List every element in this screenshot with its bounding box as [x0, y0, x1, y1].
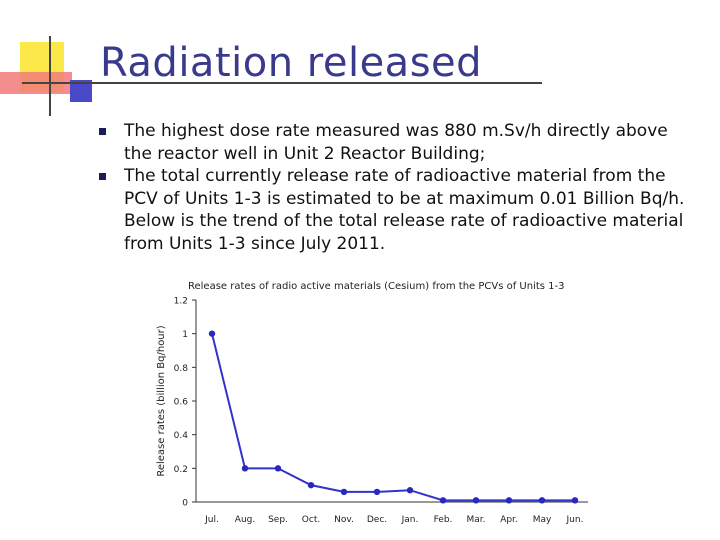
- title-underline: [22, 82, 542, 84]
- data-point: [439, 497, 447, 504]
- bullet-text: The highest dose rate measured was 880 m…: [124, 121, 668, 164]
- data-point: [538, 497, 546, 504]
- bullet-item: The total currently release rate of radi…: [96, 165, 696, 255]
- square-bullet-icon: [99, 128, 106, 135]
- x-tick-label: Sep.: [268, 515, 288, 525]
- data-point: [274, 465, 282, 472]
- title-decoration-vertical-line: [49, 36, 51, 116]
- data-point: [571, 497, 579, 504]
- y-tick-label: 0: [182, 499, 188, 509]
- chart-title: Release rates of radio active materials …: [188, 281, 565, 292]
- data-point: [208, 330, 216, 337]
- x-tick-label: May: [533, 515, 552, 525]
- y-tick-label: 0.4: [174, 431, 189, 441]
- y-tick-label: 0.8: [174, 364, 189, 374]
- square-bullet-icon: [99, 173, 106, 180]
- y-tick-label: 1: [182, 330, 188, 340]
- y-tick-label: 1.2: [174, 297, 188, 307]
- title-decoration-blue: [70, 80, 92, 102]
- x-tick-label: Feb.: [434, 515, 453, 525]
- x-tick-label: Mar.: [466, 515, 485, 525]
- data-point: [406, 487, 414, 494]
- y-tick-label: 0.2: [174, 465, 188, 475]
- x-tick-label: Aug.: [235, 515, 255, 525]
- x-tick-label: Jul.: [204, 515, 219, 525]
- x-tick-label: Nov.: [334, 515, 354, 525]
- x-tick-label: Oct.: [302, 515, 320, 525]
- release-rate-chart: Release rates of radio active materials …: [156, 281, 588, 525]
- x-tick-label: Jun.: [566, 515, 584, 525]
- series-line: [211, 333, 575, 502]
- x-tick-label: Jan.: [401, 515, 419, 525]
- y-axis-label: Release rates (billion Bq/hour): [156, 325, 167, 476]
- bullet-list: The highest dose rate measured was 880 m…: [96, 120, 696, 255]
- y-tick-label: 0.6: [174, 398, 189, 408]
- bullet-item: The highest dose rate measured was 880 m…: [96, 120, 696, 165]
- data-point: [340, 488, 348, 496]
- slide-title: Radiation released: [100, 40, 483, 86]
- bullet-text: The total currently release rate of radi…: [124, 166, 685, 254]
- x-tick-label: Apr.: [500, 515, 518, 525]
- data-point: [241, 465, 249, 472]
- x-tick-label: Dec.: [367, 515, 387, 525]
- data-point: [373, 488, 381, 496]
- data-point: [307, 481, 315, 489]
- data-point: [505, 497, 513, 504]
- data-point: [472, 497, 480, 504]
